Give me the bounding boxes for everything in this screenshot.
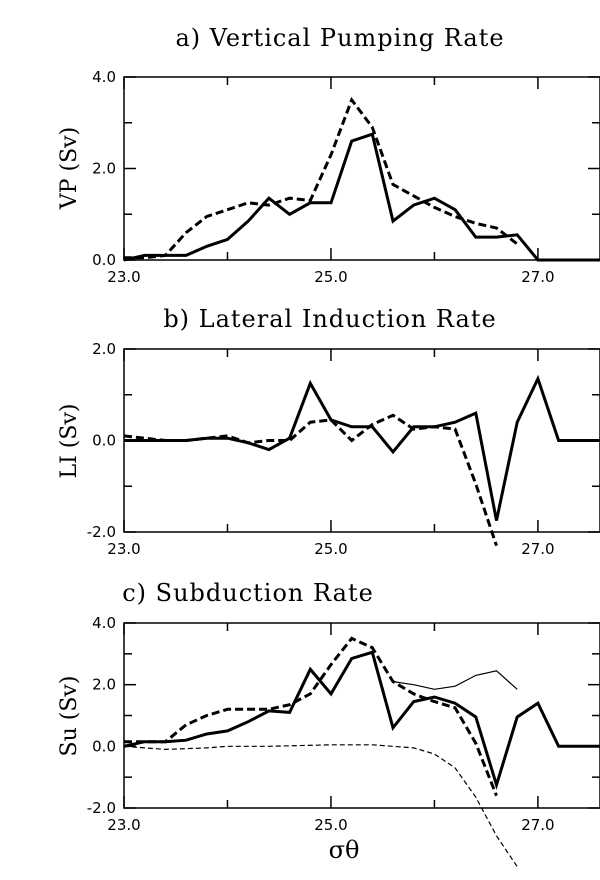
y-axis-label: Su (Sv) xyxy=(57,676,82,757)
y-tick-labels: -2.0 0.0 2.0 4.0 xyxy=(87,614,116,817)
x-tick-labels: 23.0 25.0 27.0 xyxy=(107,816,554,834)
series-lines xyxy=(123,374,600,547)
y-tick-label: 0.0 xyxy=(92,251,116,269)
panel-title: b) Lateral Induction Rate xyxy=(163,305,496,333)
y-tick-label: 4.0 xyxy=(92,614,116,632)
panel-vertical-pumping: a) Vertical Pumping Rate VP (Sv) 23.0 25… xyxy=(57,24,600,286)
y-axis-label: VP (Sv) xyxy=(57,127,82,210)
series-line-solid-thick xyxy=(123,132,600,262)
series-line-dashed-thick xyxy=(124,96,519,260)
panel-lateral-induction: b) Lateral Induction Rate LI (Sv) 23.0 2… xyxy=(57,305,600,558)
y-tick-label: 2.0 xyxy=(92,676,116,694)
y-tick-label: -2.0 xyxy=(87,799,116,817)
x-tick-label: 25.0 xyxy=(314,540,347,558)
series-lines xyxy=(123,636,600,867)
panel-title: a) Vertical Pumping Rate xyxy=(175,24,504,52)
ticks xyxy=(123,622,600,809)
ticks xyxy=(123,348,600,533)
series-line-solid-thick xyxy=(124,374,600,521)
x-tick-label: 25.0 xyxy=(314,816,347,834)
y-tick-label: 2.0 xyxy=(92,160,116,178)
series-lines xyxy=(123,96,600,262)
series-line-solid-thick xyxy=(123,650,600,791)
x-tick-label: 23.0 xyxy=(107,540,140,558)
y-tick-label: 2.0 xyxy=(92,340,116,358)
x-tick-label: 23.0 xyxy=(107,816,140,834)
plot-frame xyxy=(123,76,600,261)
ticks xyxy=(123,76,600,261)
panel-title: c) Subduction Rate xyxy=(122,579,374,607)
y-axis-label: LI (Sv) xyxy=(57,404,82,479)
x-tick-label: 27.0 xyxy=(521,816,554,834)
y-tick-labels: 0.0 2.0 4.0 xyxy=(92,68,116,269)
y-tick-label: 0.0 xyxy=(92,432,116,450)
x-tick-label: 27.0 xyxy=(521,268,554,286)
y-tick-labels: -2.0 0.0 2.0 xyxy=(87,340,116,541)
y-tick-label: 0.0 xyxy=(92,737,116,755)
x-tick-label: 23.0 xyxy=(107,268,140,286)
y-tick-label: -2.0 xyxy=(87,523,116,541)
panel-subduction: c) Subduction Rate Su (Sv) 23.0 25.0 27.… xyxy=(57,579,600,867)
series-line-dashed-thin xyxy=(123,744,518,867)
x-tick-label: 27.0 xyxy=(521,540,554,558)
x-tick-labels: 23.0 25.0 27.0 xyxy=(107,268,554,286)
x-tick-labels: 23.0 25.0 27.0 xyxy=(107,540,554,558)
y-tick-label: 4.0 xyxy=(92,68,116,86)
series-line-solid-thin xyxy=(392,670,518,690)
x-tick-label: 25.0 xyxy=(314,268,347,286)
plot-frame xyxy=(123,622,600,809)
x-axis-label: σθ xyxy=(329,836,360,864)
series-line-dashed-thick xyxy=(124,636,498,797)
series-line-dashed-thick xyxy=(123,413,498,547)
